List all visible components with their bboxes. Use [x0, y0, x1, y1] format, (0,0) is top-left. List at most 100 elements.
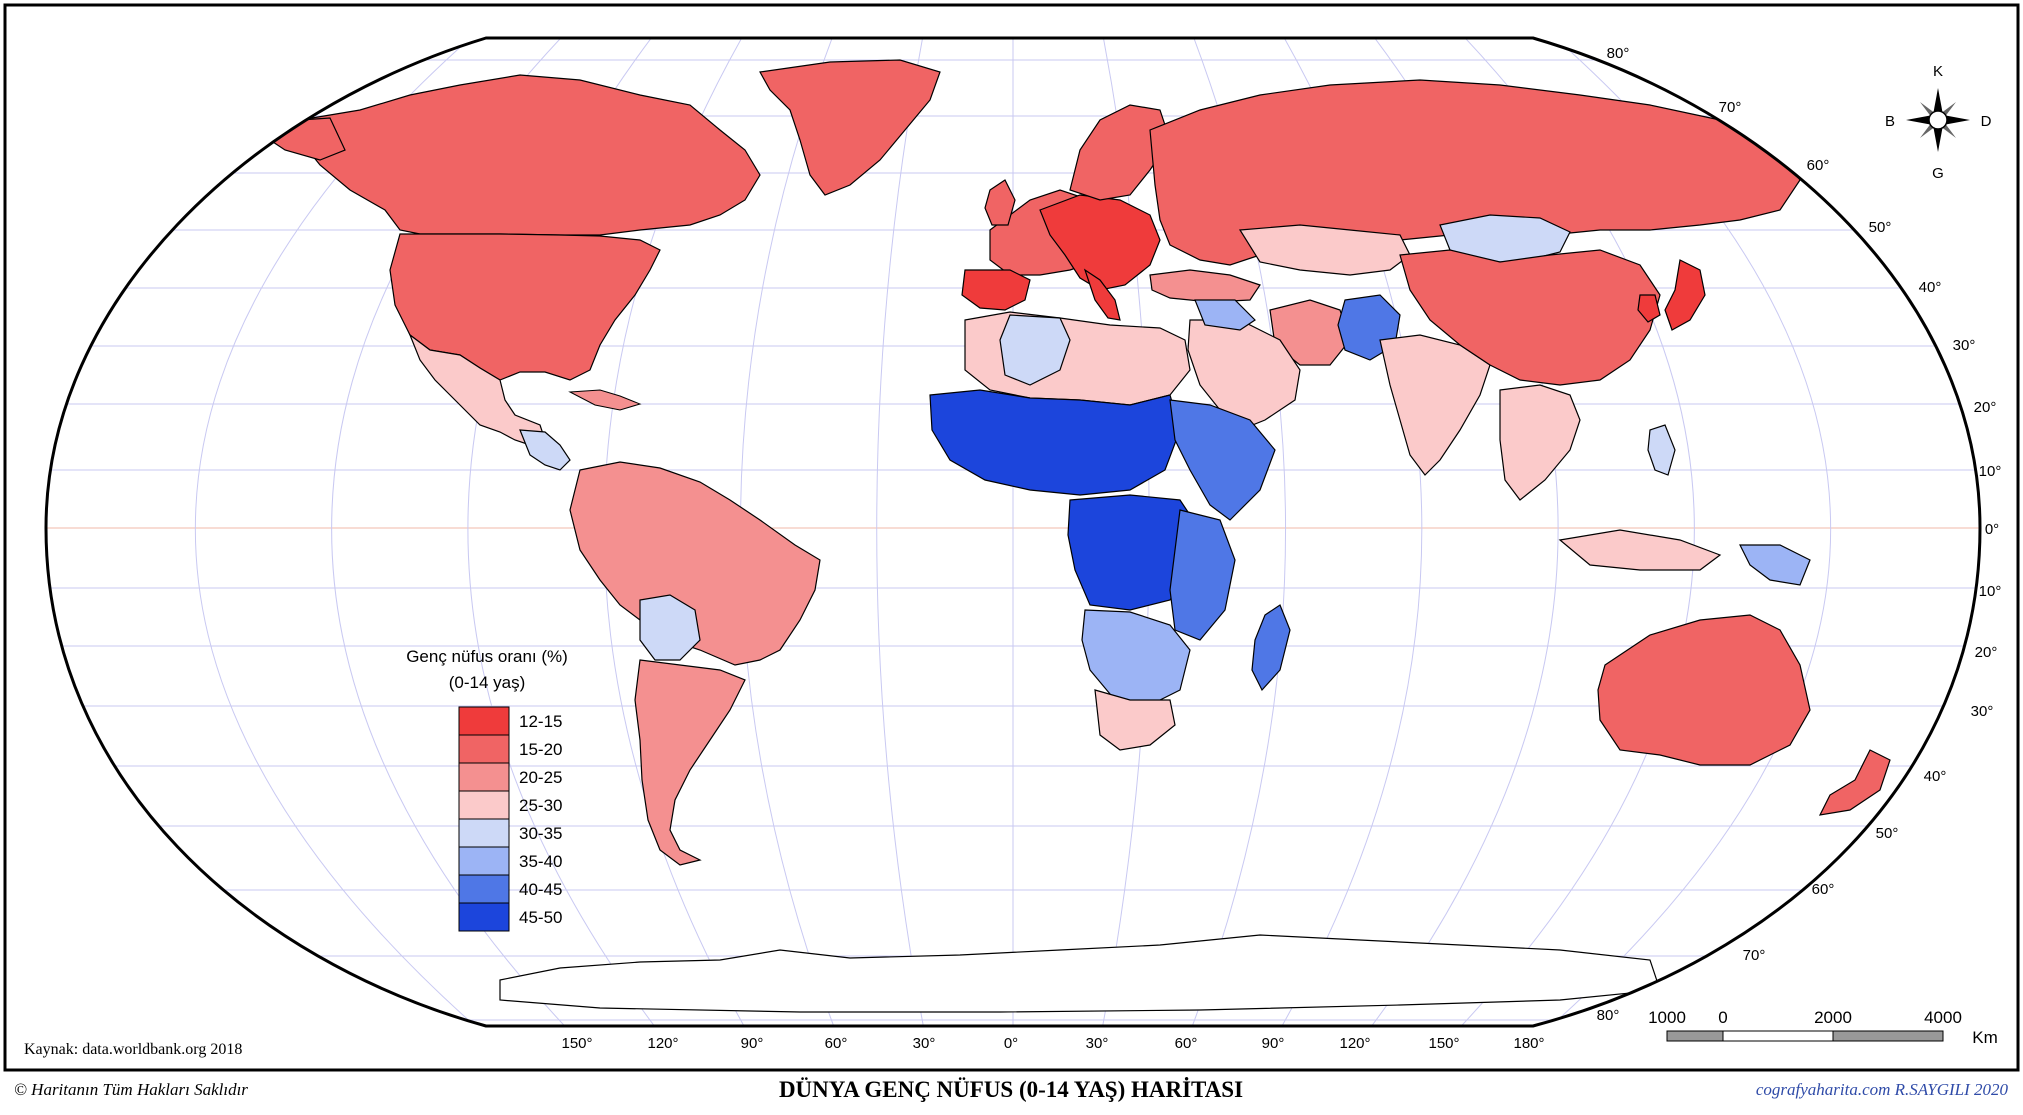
region-arabia: [1187, 319, 1301, 431]
compass-east-label: D: [1981, 113, 1992, 130]
region-antarctica: [499, 934, 1661, 1013]
map-frame: [3, 3, 2020, 1072]
compass-north-label: K: [1933, 63, 1943, 80]
credit-text: cografyaharita.com R.SAYGILI 2020: [1756, 1080, 2009, 1099]
region-indonesia: [1558, 529, 1722, 571]
longitude-label: 120°: [1339, 1035, 1370, 1052]
scale-unit: Km: [1972, 1028, 1998, 1047]
region-greenland: [759, 59, 941, 196]
latitude-label: 0°: [1985, 521, 1999, 538]
scale-segment: [1722, 1030, 1834, 1042]
region-sahel: [929, 389, 1181, 496]
longitude-label: 30°: [913, 1035, 936, 1052]
legend-swatch: [458, 818, 510, 848]
legend-swatch: [458, 734, 510, 764]
legend-swatch: [458, 902, 510, 932]
scale-bar: 1000 0 2000 4000 Km: [1648, 1008, 1998, 1047]
latitude-label: 20°: [1975, 644, 1998, 661]
compass-west-label: B: [1885, 113, 1895, 130]
legend-label: 15-20: [519, 740, 562, 759]
region-philippines: [1647, 424, 1676, 476]
scale-label: 0: [1718, 1008, 1727, 1027]
region-south-america-north: [569, 461, 821, 666]
legend-swatch: [458, 706, 510, 736]
region-australia: [1597, 614, 1811, 766]
region-canada: [299, 74, 761, 236]
region-middle-east-blue: [1194, 299, 1256, 331]
legend: Genç nüfus oranı (%) (0-14 yaş) 12-15 15-…: [406, 647, 568, 932]
region-south-america-south: [634, 659, 746, 866]
latitude-label: 70°: [1719, 99, 1742, 116]
map-title: DÜNYA GENÇ NÜFUS (0-14 YAŞ) HARİTASI: [779, 1077, 1243, 1102]
longitude-label: 180°: [1513, 1035, 1544, 1052]
region-uk: [984, 179, 1016, 226]
legend-label: 45-50: [519, 908, 562, 927]
copyright-text: © Haritanın Tüm Hakları Saklıdır: [14, 1080, 248, 1099]
latitude-label: 80°: [1597, 1007, 1620, 1024]
region-italy: [1083, 268, 1121, 321]
region-central-africa: [1067, 494, 1201, 611]
longitude-label: 120°: [647, 1035, 678, 1052]
legend-label: 35-40: [519, 852, 562, 871]
region-iberia: [961, 269, 1031, 311]
longitude-label: 150°: [561, 1035, 592, 1052]
region-east-africa: [1169, 509, 1236, 641]
legend-swatch: [458, 762, 510, 792]
region-bolivia: [639, 594, 701, 661]
legend-label: 30-35: [519, 824, 562, 843]
latitude-label: 80°: [1607, 45, 1630, 62]
longitude-labels: 150° 120° 90° 60° 30° 0° 30° 60° 90° 120° 150° 180°: [561, 1035, 1544, 1052]
latitude-labels: 80° 70° 60° 50° 40° 30° 20° 10° 0° 10° 20° 30° 40° 50…: [1597, 45, 2002, 1024]
region-horn-of-africa: [1169, 399, 1276, 521]
region-central-america: [519, 429, 571, 471]
latitude-label: 70°: [1743, 947, 1766, 964]
latitude-label: 60°: [1812, 881, 1835, 898]
scale-label: 2000: [1814, 1008, 1852, 1027]
legend-swatch: [458, 790, 510, 820]
compass-south-label: G: [1932, 165, 1944, 182]
latitude-label: 60°: [1807, 157, 1830, 174]
legend-items: 12-15 15-20 20-25 25-30 30-35 35-40 40-45 45-50: [458, 706, 562, 932]
latitude-label: 10°: [1979, 463, 2002, 480]
longitude-label: 60°: [1175, 1035, 1198, 1052]
longitude-line: [876, 38, 927, 1026]
source-text: Kaynak: data.worldbank.org 2018: [24, 1041, 242, 1058]
region-madagascar: [1251, 604, 1291, 692]
latitude-label: 50°: [1876, 825, 1899, 842]
latitude-label: 40°: [1919, 279, 1942, 296]
region-russia: [1149, 79, 1801, 266]
latitude-label: 10°: [1979, 583, 2002, 600]
region-central-europe: [1039, 194, 1161, 291]
legend-swatch: [458, 846, 510, 876]
compass-rose: K G D B: [1885, 63, 1992, 182]
latitude-label: 40°: [1924, 768, 1947, 785]
region-png: [1739, 544, 1811, 586]
region-kazakhstan: [1238, 224, 1411, 276]
region-new-zealand: [1818, 749, 1891, 816]
legend-label: 25-30: [519, 796, 562, 815]
longitude-label: 150°: [1428, 1035, 1459, 1052]
longitude-label: 0°: [1004, 1035, 1018, 1052]
region-southern-africa: [1081, 609, 1191, 706]
scale-segment: [1832, 1030, 1944, 1042]
region-south-africa: [1094, 689, 1176, 751]
region-japan: [1664, 259, 1706, 331]
region-turkey: [1149, 269, 1261, 303]
legend-label: 40-45: [519, 880, 562, 899]
legend-swatch: [458, 874, 510, 904]
latitude-label: 20°: [1974, 399, 1997, 416]
longitude-label: 90°: [1262, 1035, 1285, 1052]
latitude-label: 30°: [1971, 703, 1994, 720]
region-india: [1379, 334, 1491, 476]
legend-title-line1: Genç nüfus oranı (%): [406, 647, 568, 666]
region-caribbean: [568, 389, 642, 411]
scale-segment: [1666, 1030, 1724, 1042]
legend-label: 12-15: [519, 712, 562, 731]
longitude-label: 60°: [825, 1035, 848, 1052]
legend-title-line2: (0-14 yaş): [449, 673, 526, 692]
scale-label: 1000: [1648, 1008, 1686, 1027]
region-china: [1399, 249, 1661, 386]
